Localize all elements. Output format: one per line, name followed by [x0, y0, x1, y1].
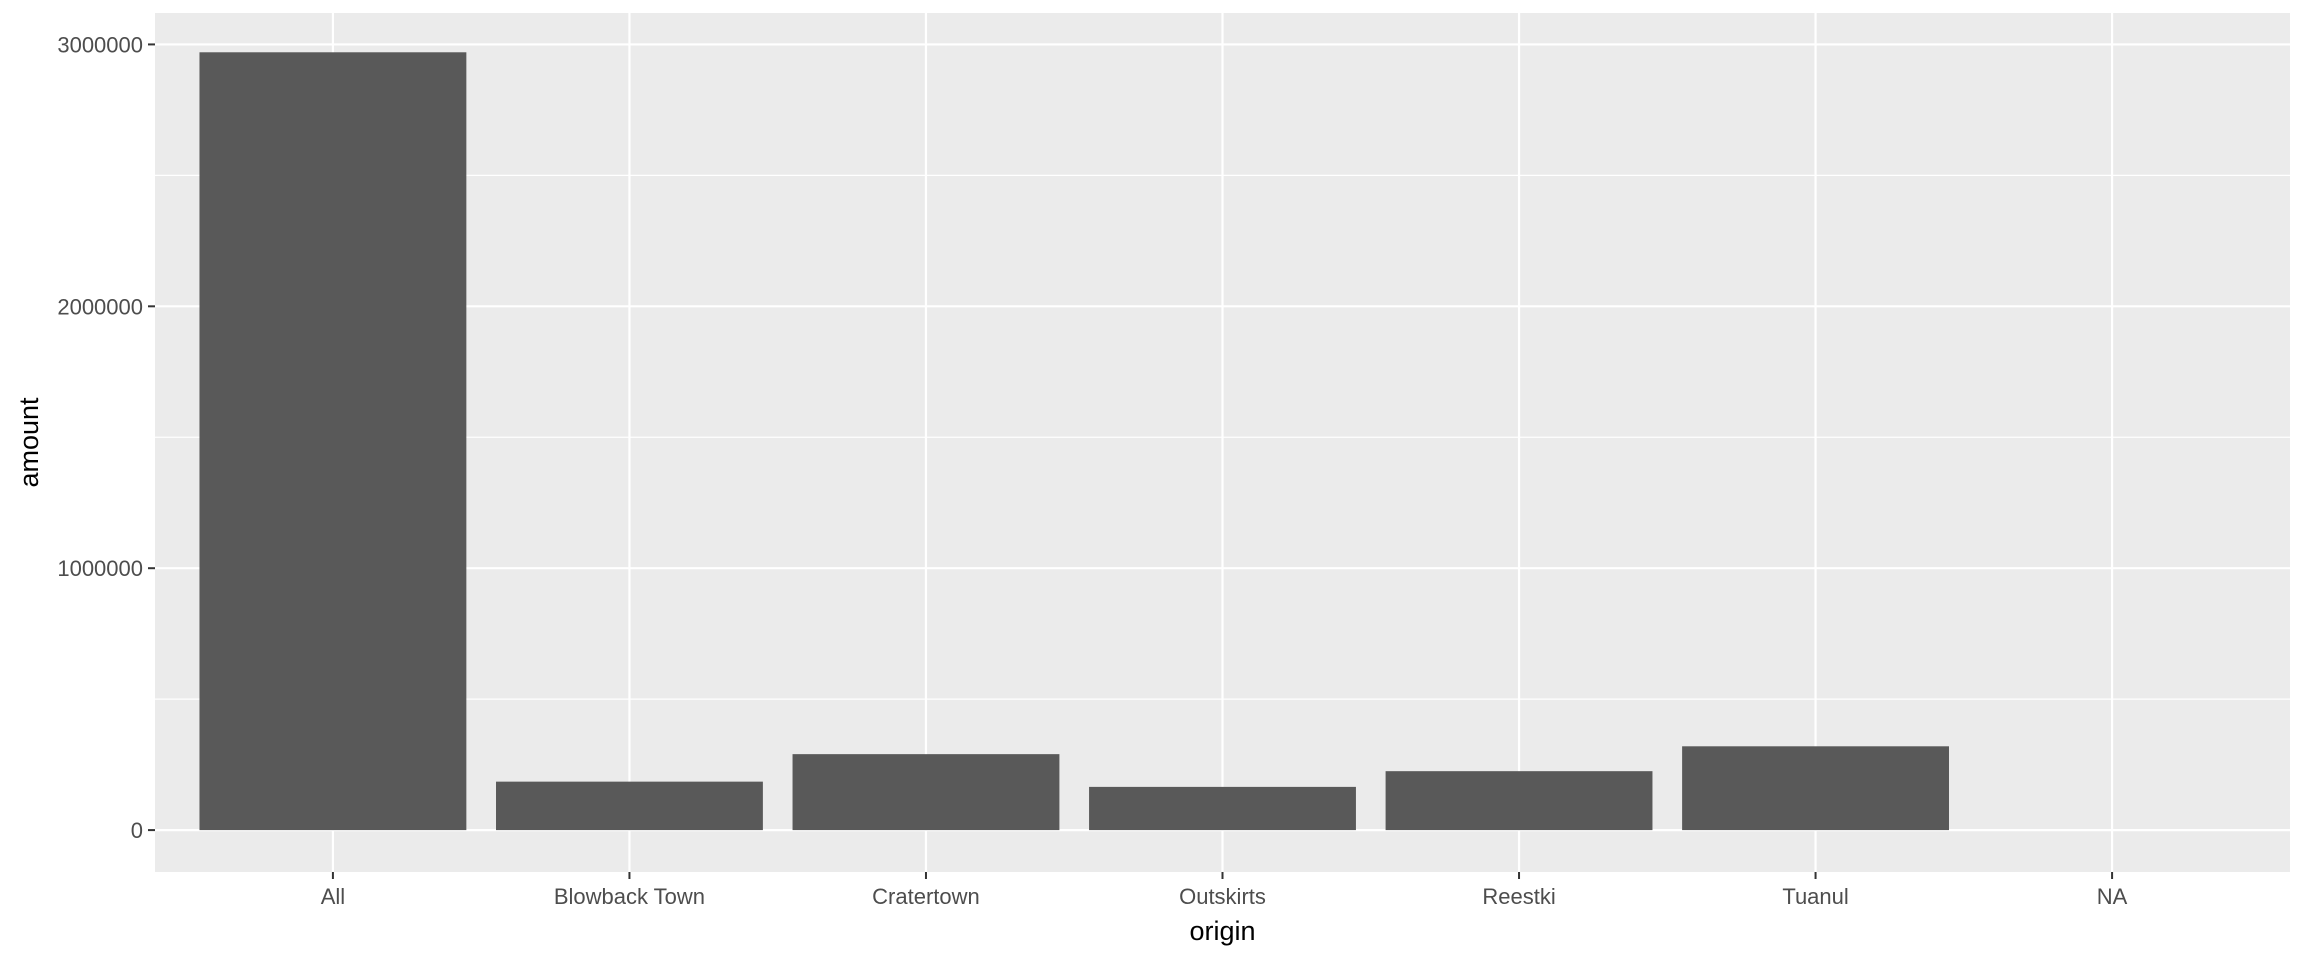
y-axis-title: amount [14, 397, 44, 488]
y-axis-ticks: 0 1000000 2000000 3000000 [57, 32, 155, 843]
bar [496, 781, 763, 831]
y-tick-label: 2000000 [57, 294, 143, 319]
x-tick-label: Tuanul [1782, 884, 1848, 909]
y-tick-label: 0 [131, 818, 143, 843]
bar [792, 754, 1060, 831]
x-tick-label: NA [2097, 884, 2128, 909]
y-tick-label: 3000000 [57, 32, 143, 57]
y-tick-label: 1000000 [57, 556, 143, 581]
x-tick-label: Cratertown [872, 884, 980, 909]
x-tick-label: Blowback Town [554, 884, 705, 909]
x-tick-label: Outskirts [1179, 884, 1266, 909]
bars [199, 52, 1949, 831]
bar [1385, 771, 1653, 831]
x-axis-ticks: All Blowback Town Cratertown Outskirts Reest… [321, 872, 2128, 909]
x-axis-title: origin [1189, 916, 1255, 946]
x-tick-label: Reestki [1482, 884, 1555, 909]
bar [1682, 746, 1949, 831]
bar [199, 52, 467, 831]
x-tick-label: All [321, 884, 345, 909]
bar [1089, 786, 1356, 831]
